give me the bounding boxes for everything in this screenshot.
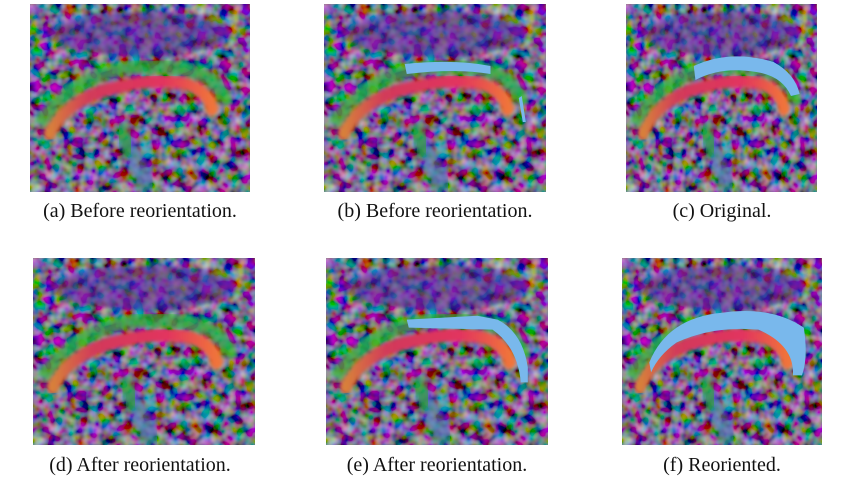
panel-image xyxy=(33,258,255,445)
panel-image xyxy=(622,258,822,445)
panel-image xyxy=(324,4,546,192)
panel-caption: (a) Before reorientation. xyxy=(43,200,237,223)
panel-image xyxy=(30,4,250,192)
panel-caption: (d) After reorientation. xyxy=(49,454,231,477)
panel-caption: (e) After reorientation. xyxy=(347,454,527,477)
panel-caption: (f) Reoriented. xyxy=(663,454,781,477)
panel-caption: (c) Original. xyxy=(673,200,772,223)
panel-caption: (b) Before reorientation. xyxy=(338,200,533,223)
figure: (a) Before reorientation. (b) Before reor… xyxy=(0,0,844,487)
panel-image xyxy=(626,4,817,192)
panel-image xyxy=(326,258,548,445)
